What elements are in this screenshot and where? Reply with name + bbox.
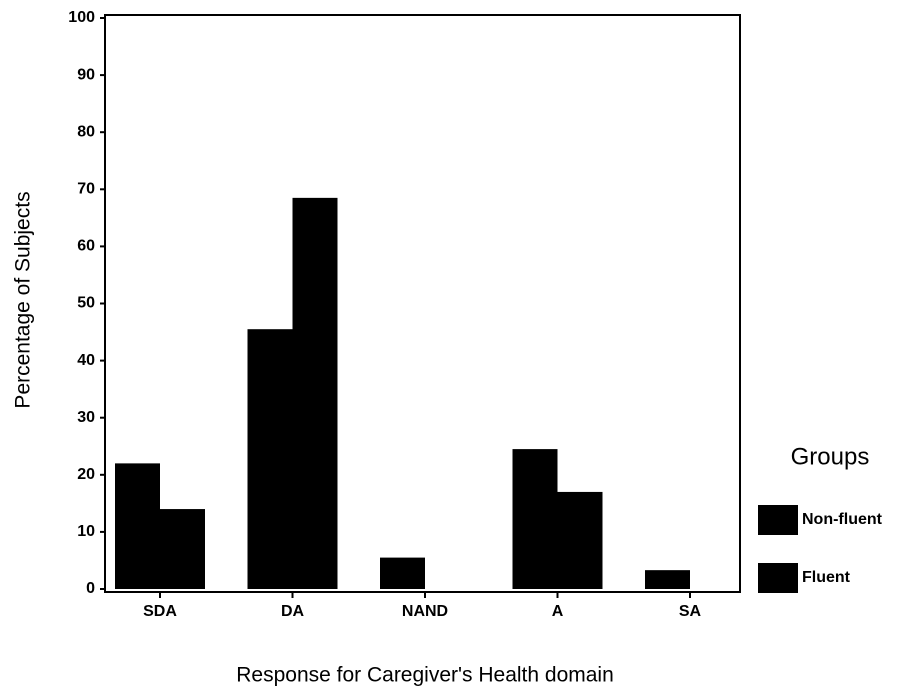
x-tick-label: NAND <box>402 603 448 620</box>
y-tick-label: 50 <box>77 295 95 312</box>
x-axis-title: Response for Caregiver's Health domain <box>236 664 614 687</box>
y-tick-label: 30 <box>77 409 95 426</box>
legend-swatch <box>758 505 798 535</box>
bar <box>512 449 558 589</box>
plot-frame <box>104 14 741 593</box>
y-tick-label: 90 <box>77 66 95 83</box>
legend-swatch <box>758 563 798 593</box>
legend-label: Non-fluent <box>802 511 883 528</box>
bar <box>557 491 603 589</box>
bar <box>115 463 160 589</box>
x-tick-label: SA <box>679 603 702 620</box>
y-tick-label: 40 <box>77 352 95 369</box>
y-tick-label: 20 <box>77 466 95 483</box>
y-axis-title: Percentage of Subjects <box>12 191 35 408</box>
y-tick-label: 10 <box>77 523 95 540</box>
y-tick-label: 60 <box>77 238 95 255</box>
bar <box>247 329 293 589</box>
bar <box>380 557 425 589</box>
x-tick-label: A <box>552 603 564 620</box>
y-tick-label: 100 <box>68 9 95 26</box>
y-tick-label: 0 <box>86 580 95 597</box>
bar <box>292 197 338 590</box>
x-tick-label: SDA <box>143 603 177 620</box>
y-tick-label: 80 <box>77 123 95 140</box>
bar <box>645 570 690 589</box>
legend-title: Groups <box>791 443 870 470</box>
legend-label: Fluent <box>802 569 851 586</box>
y-tick-label: 70 <box>77 181 95 198</box>
bar <box>160 509 205 589</box>
x-tick-label: DA <box>281 603 305 620</box>
